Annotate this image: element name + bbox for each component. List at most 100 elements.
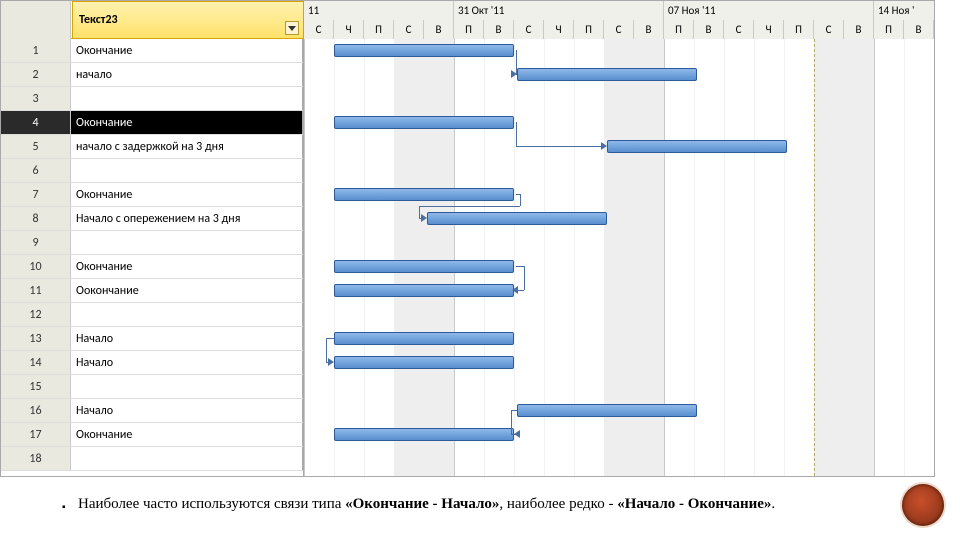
marker-line [814, 39, 815, 476]
row-text[interactable]: Оокончание [71, 279, 303, 302]
week-header: 07 Ноя '11 [664, 1, 874, 20]
row-text[interactable] [71, 87, 303, 110]
gantt-bar[interactable] [334, 44, 514, 57]
day-header: П [664, 20, 694, 39]
weekend-shade [394, 39, 424, 476]
table-row[interactable]: 5начало с задержкой на 3 дня [1, 135, 303, 159]
row-number[interactable]: 8 [1, 207, 71, 230]
gantt-container: Текст23 1Окончание2начало34Окончание5нач… [0, 0, 935, 477]
row-number[interactable]: 18 [1, 447, 71, 470]
caption-post: . [771, 496, 775, 512]
gridline [484, 39, 485, 476]
row-text[interactable]: Окончание [71, 111, 303, 134]
row-text[interactable]: Начало [71, 327, 303, 350]
table-row[interactable]: 2начало [1, 63, 303, 87]
row-number[interactable]: 1 [1, 39, 71, 62]
row-number[interactable]: 13 [1, 327, 71, 350]
gantt-bar[interactable] [334, 428, 514, 441]
row-text[interactable] [71, 375, 303, 398]
row-number[interactable]: 3 [1, 87, 71, 110]
weekend-shade [814, 39, 844, 476]
table-row[interactable]: 12 [1, 303, 303, 327]
table-row[interactable]: 15 [1, 375, 303, 399]
table-row[interactable]: 17Окончание [1, 423, 303, 447]
table-row[interactable]: 13Начало [1, 327, 303, 351]
day-header: С [724, 20, 754, 39]
row-text[interactable]: Окончание [71, 255, 303, 278]
gantt-bar[interactable] [334, 332, 514, 345]
row-text[interactable]: Начало с опережением на 3 дня [71, 207, 303, 230]
gantt-bar[interactable] [607, 140, 787, 153]
row-number[interactable]: 2 [1, 63, 71, 86]
gantt-bar[interactable] [334, 116, 514, 129]
link-arrow [512, 286, 518, 294]
day-header: С [604, 20, 634, 39]
gridline [724, 39, 725, 476]
row-text[interactable] [71, 303, 303, 326]
row-text[interactable] [71, 159, 303, 182]
day-header: С [814, 20, 844, 39]
seal-icon [902, 484, 944, 526]
row-number[interactable]: 16 [1, 399, 71, 422]
row-text[interactable]: Окончание [71, 183, 303, 206]
table-row[interactable]: 3 [1, 87, 303, 111]
row-number[interactable]: 9 [1, 231, 71, 254]
gantt-bar[interactable] [334, 284, 514, 297]
day-header: П [874, 20, 904, 39]
row-text[interactable]: Начало [71, 351, 303, 374]
link-segment [419, 206, 520, 207]
table-row[interactable]: 9 [1, 231, 303, 255]
gantt-bar[interactable] [517, 404, 697, 417]
row-text[interactable]: Начало [71, 399, 303, 422]
day-header: В [694, 20, 724, 39]
row-number[interactable]: 15 [1, 375, 71, 398]
table-row[interactable]: 18 [1, 447, 303, 471]
link-segment [520, 194, 521, 206]
row-number[interactable]: 6 [1, 159, 71, 182]
gridline [304, 39, 305, 476]
gantt-chart[interactable] [304, 39, 934, 476]
link-segment [524, 266, 525, 290]
row-text[interactable]: Окончание [71, 39, 303, 62]
table-row[interactable]: 4Окончание [1, 111, 303, 135]
table-row[interactable]: 1Окончание [1, 39, 303, 63]
week-header: 11 [304, 1, 454, 20]
row-number[interactable]: 12 [1, 303, 71, 326]
table-row[interactable]: 8Начало с опережением на 3 дня [1, 207, 303, 231]
table-row[interactable]: 11Оокончание [1, 279, 303, 303]
table-row[interactable]: 10Окончание [1, 255, 303, 279]
row-text[interactable] [71, 231, 303, 254]
table-row[interactable]: 7Окончание [1, 183, 303, 207]
row-number[interactable]: 10 [1, 255, 71, 278]
gantt-bar[interactable] [517, 68, 697, 81]
column-header[interactable]: Текст23 [72, 1, 304, 39]
link-segment [516, 266, 524, 267]
row-number[interactable]: 5 [1, 135, 71, 158]
table-row[interactable]: 14Начало [1, 351, 303, 375]
table-row[interactable]: 6 [1, 159, 303, 183]
row-number[interactable]: 14 [1, 351, 71, 374]
link-segment [511, 410, 512, 434]
task-rows: 1Окончание2начало34Окончание5начало с за… [1, 39, 303, 476]
dropdown-icon[interactable] [285, 21, 299, 35]
caption-mid: , наиболее редко - [499, 496, 617, 512]
table-row[interactable]: 16Начало [1, 399, 303, 423]
caption-pre: Наиболее часто используются связи типа [78, 496, 345, 512]
gantt-bar[interactable] [427, 212, 607, 225]
link-arrow [601, 142, 607, 150]
gridline [334, 39, 335, 476]
row-text[interactable]: начало [71, 63, 303, 86]
gantt-bar[interactable] [334, 356, 514, 369]
row-number[interactable]: 17 [1, 423, 71, 446]
row-text[interactable]: Окончание [71, 423, 303, 446]
rownum-header[interactable] [1, 1, 71, 39]
row-number[interactable]: 4 [1, 111, 71, 134]
row-text[interactable]: начало с задержкой на 3 дня [71, 135, 303, 158]
timeline-header: СЧПСВПВСЧПСВПВСЧПСВПВ 1131 Окт '1107 Ноя… [304, 1, 934, 39]
gantt-bar[interactable] [334, 260, 514, 273]
task-table: Текст23 1Окончание2начало34Окончание5нач… [1, 1, 304, 476]
row-number[interactable]: 11 [1, 279, 71, 302]
gantt-bar[interactable] [334, 188, 514, 201]
row-text[interactable] [71, 447, 303, 470]
row-number[interactable]: 7 [1, 183, 71, 206]
